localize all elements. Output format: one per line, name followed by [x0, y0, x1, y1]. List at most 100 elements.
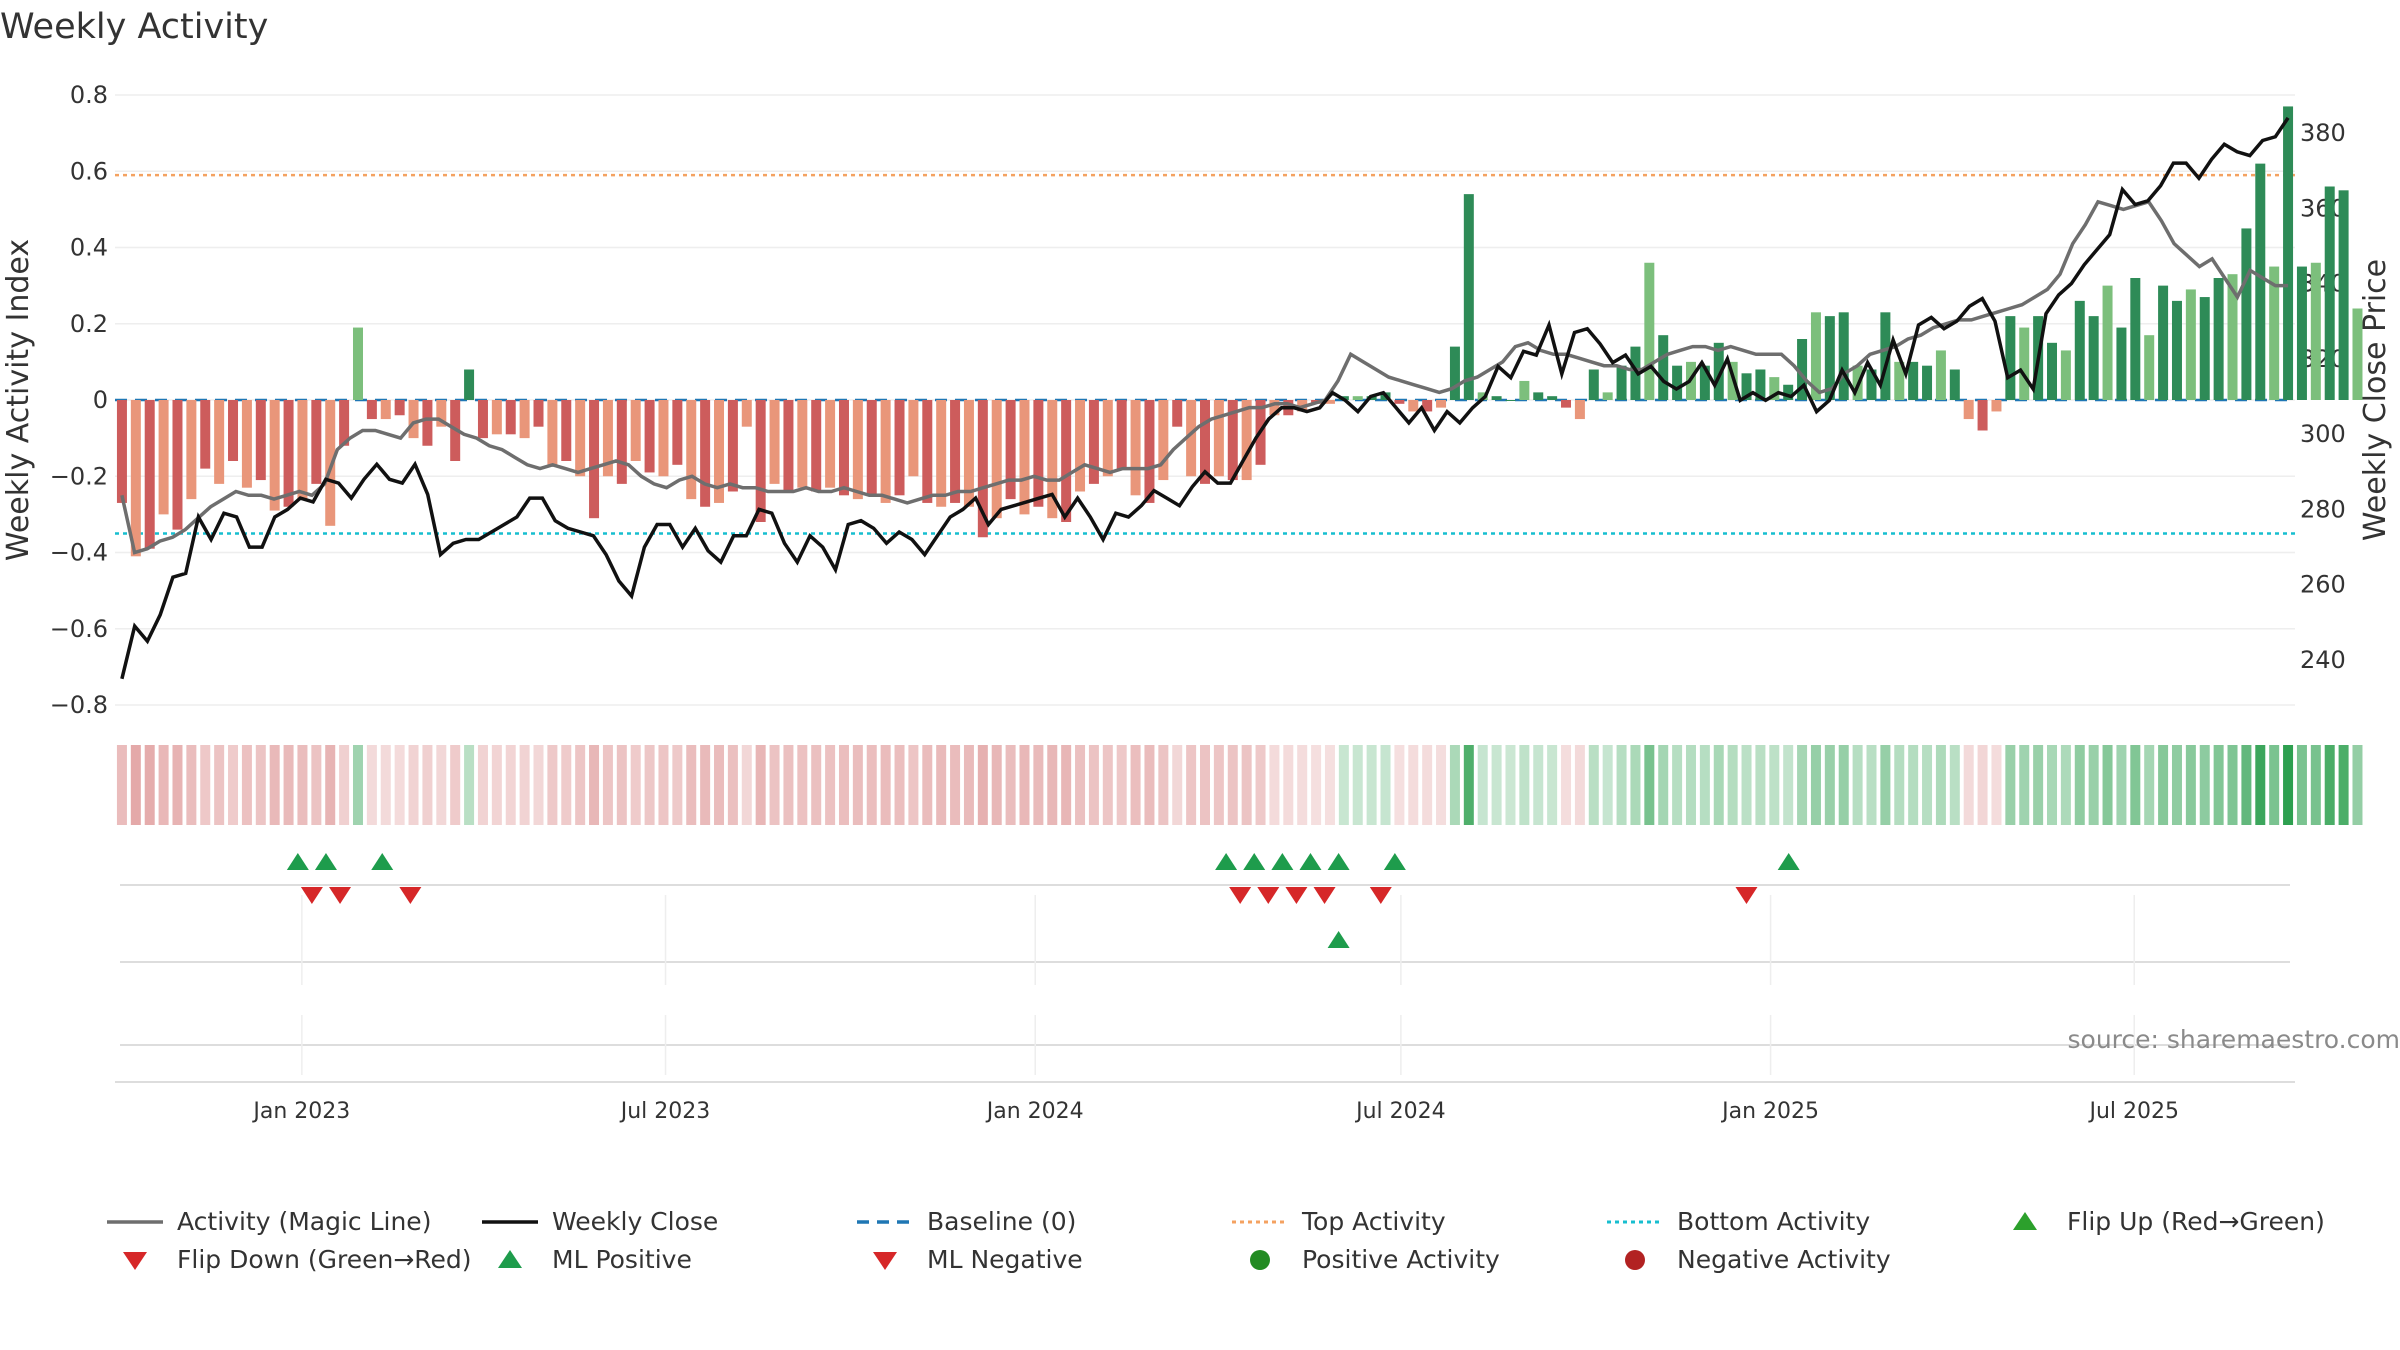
activity-bar	[2338, 190, 2349, 400]
heat-cell	[1533, 745, 1544, 825]
activity-bar	[1088, 400, 1099, 484]
activity-bar	[408, 400, 419, 439]
activity-bar	[714, 400, 725, 503]
activity-bar	[1005, 400, 1016, 500]
activity-bar	[1616, 365, 1627, 400]
activity-bar	[1574, 400, 1585, 420]
activity-bar	[630, 400, 641, 461]
activity-bar	[158, 400, 169, 515]
y-tick-label: −0.4	[50, 539, 108, 567]
y2-tick-label: 380	[2300, 119, 2346, 147]
activity-bar	[1783, 384, 1794, 400]
activity-bar	[2088, 316, 2099, 400]
heat-cell	[1352, 745, 1363, 825]
date-tick-label: Jan 2024	[985, 1099, 1084, 1124]
heat-cell	[241, 745, 252, 825]
activity-bar	[908, 400, 919, 477]
heat-cell	[1311, 745, 1322, 825]
heat-cell	[1241, 745, 1252, 825]
heat-cell	[2088, 745, 2099, 825]
heat-cell	[2005, 745, 2016, 825]
heat-cell	[422, 745, 433, 825]
activity-bar	[1352, 396, 1363, 400]
flip-up-marker	[314, 853, 337, 870]
activity-bar	[616, 400, 627, 484]
activity-bar	[1866, 369, 1877, 400]
heat-cell	[630, 745, 641, 825]
heat-cell	[1380, 745, 1391, 825]
heat-cell	[1005, 745, 1016, 825]
activity-bar	[1491, 396, 1502, 400]
activity-bar	[1408, 400, 1419, 412]
heat-cell	[1200, 745, 1210, 825]
activity-bar	[1269, 400, 1280, 416]
activity-bar	[2227, 274, 2238, 400]
heat-cell	[1463, 745, 1474, 825]
heat-cell	[894, 745, 905, 825]
activity-bar	[1394, 400, 1405, 404]
heat-cell	[2227, 745, 2238, 825]
heat-cell	[1324, 745, 1335, 825]
activity-bar	[2116, 327, 2127, 400]
activity-bar	[1755, 369, 1766, 400]
activity-bar	[811, 400, 822, 492]
heat-cell	[283, 745, 294, 825]
activity-bar	[2019, 327, 2030, 400]
legend-label: Baseline (0)	[927, 1207, 1076, 1236]
activity-bar	[241, 400, 252, 488]
activity-bar	[1213, 400, 1224, 477]
activity-bar	[922, 400, 933, 503]
activity-bar	[116, 400, 127, 503]
flip-down-marker	[1285, 887, 1308, 904]
heat-cell	[1102, 745, 1113, 825]
heat-cell	[755, 745, 766, 825]
heat-cell	[1491, 745, 1502, 825]
heat-cell	[2185, 745, 2196, 825]
activity-bar	[1561, 400, 1572, 408]
heat-cell	[1824, 745, 1835, 825]
left-axis-ticks: 0.8 0.6 0.4 0.2 0 −0.2 −0.4 −0.6 −0.8	[50, 81, 108, 719]
heat-cell	[1283, 745, 1294, 825]
activity-bar	[130, 400, 141, 557]
flip-up-marker	[1243, 853, 1266, 870]
heat-cell	[505, 745, 516, 825]
activity-bar	[755, 400, 766, 522]
heat-cell	[2338, 745, 2349, 825]
activity-bar	[1630, 346, 1641, 400]
y2-tick-label: 300	[2300, 420, 2346, 448]
activity-bar	[686, 400, 697, 500]
heat-cell	[727, 745, 738, 825]
flip-down-marker	[329, 887, 352, 904]
flip-up-marker	[1299, 853, 1322, 870]
activity-bar	[894, 400, 905, 496]
activity-bar	[1422, 400, 1433, 412]
activity-bar	[366, 400, 377, 420]
flip-up-marker	[371, 853, 394, 870]
flip-down-marker	[1313, 887, 1336, 904]
weekly-close-line	[120, 116, 2290, 680]
activity-bar	[1324, 400, 1335, 404]
heat-cell	[1547, 745, 1558, 825]
heat-cell	[672, 745, 683, 825]
heat-cell	[172, 745, 183, 825]
legend-label: Flip Up (Red→Green)	[2067, 1207, 2325, 1236]
activity-bar	[1838, 312, 1849, 400]
activity-bar	[2005, 316, 2016, 400]
heat-cell	[1158, 745, 1169, 825]
activity-bar	[255, 400, 266, 481]
heat-cell	[1852, 745, 1863, 825]
heat-cell	[2033, 745, 2044, 825]
y-axis-label: Weekly Activity Index	[1, 239, 36, 561]
activity-bar	[436, 400, 447, 427]
heat-cell	[1630, 745, 1641, 825]
activity-bar	[977, 400, 988, 538]
activity-bar	[2241, 228, 2252, 400]
y2-tick-label: 340	[2300, 270, 2346, 298]
activity-bar	[297, 400, 308, 500]
y-tick-label: 0	[93, 386, 108, 414]
flip-up-marker	[1215, 853, 1238, 870]
heat-cell	[380, 745, 391, 825]
activity-bar	[2185, 289, 2196, 400]
heat-cell	[1213, 745, 1224, 825]
